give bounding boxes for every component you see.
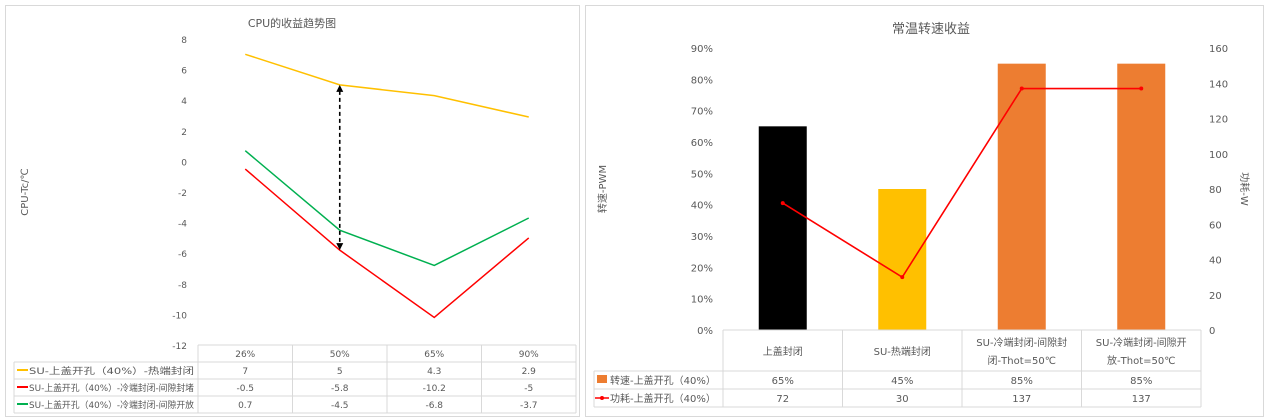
data-cell: 85%: [1011, 376, 1033, 387]
y2-axis-label: 功耗-W: [1238, 172, 1250, 206]
legend-label: SU-上盖开孔（40%）-热端封闭: [29, 365, 194, 377]
y-tick-label: 40%: [691, 201, 713, 212]
y-axis-label: 转速-PWM: [596, 165, 609, 213]
power-marker: [1019, 86, 1024, 91]
data-cell: 7: [242, 367, 248, 377]
bar: [758, 126, 807, 330]
data-cell: -5: [524, 384, 533, 394]
data-cell: 5: [337, 367, 343, 377]
x-category-label: 闭-Thot=50℃: [988, 354, 1056, 367]
arrow-head-up: [336, 84, 344, 92]
data-cell: -3.7: [520, 401, 538, 411]
data-cell: 30: [896, 394, 909, 405]
legend-label: 转速-上盖开孔（40%）: [610, 374, 716, 387]
series-line-2: [244, 150, 530, 267]
data-cell: 72: [776, 394, 789, 405]
y-tick-label: 6: [181, 67, 187, 77]
power-marker: [900, 275, 905, 280]
legend-marker: [600, 396, 604, 400]
legend-label: 功耗-上盖开孔（40%）: [610, 392, 716, 405]
y-tick-label: -12: [172, 342, 187, 352]
data-cell: 2.9: [522, 367, 537, 377]
y-tick-label: 0%: [697, 326, 713, 337]
series-line-1: [244, 168, 530, 319]
y2-tick-label: 20: [1209, 291, 1222, 302]
fan-speed-chart-panel: 常温转速收益转速-PWM 功耗-W 90% 80% 70% 60% 50% 40% 30% 20%…: [585, 5, 1264, 417]
x-category-label: 50%: [330, 350, 350, 360]
cpu-trend-chart: CPU的收益趋势图 CPU-Tc/℃ 8 6 4 2 0 -2 -4 -6 -8 -10 -12 26% 5…: [13, 16, 577, 414]
y-tick-label: 50%: [691, 169, 713, 180]
data-cell: -10.2: [423, 384, 446, 394]
x-category-label: 放-Thot=50℃: [1107, 354, 1175, 367]
chart-title: 常温转速收益: [892, 22, 970, 37]
y-tick-label: 30%: [691, 232, 713, 243]
x-category-label: 上盖封闭: [763, 345, 803, 358]
data-cell: 65%: [772, 376, 794, 387]
cpu-trend-chart-panel: CPU的收益趋势图 CPU-Tc/℃ 8 6 4 2 0 -2 -4 -6 -8 -10 -12 26% 5…: [5, 5, 580, 417]
y-tick-label: 80%: [691, 75, 713, 86]
power-marker: [1139, 86, 1144, 91]
y-tick-label: -10: [172, 311, 187, 321]
y-tick-label: -4: [178, 220, 187, 230]
legend-swatch: [597, 375, 607, 383]
bar: [997, 63, 1046, 331]
y-tick-label: 0: [181, 158, 187, 168]
y2-tick-label: 140: [1209, 79, 1228, 90]
y2-tick-label: 120: [1209, 115, 1228, 126]
data-cell: 85%: [1130, 376, 1152, 387]
y-tick-label: 2: [181, 128, 187, 138]
y2-tick-label: 100: [1209, 150, 1228, 161]
y-tick-label: 20%: [691, 263, 713, 274]
y2-tick-label: 60: [1209, 220, 1222, 231]
x-category-label: 26%: [235, 350, 255, 360]
data-cell: -5.8: [331, 384, 349, 394]
x-category-label: SU-冷端封闭-间隙封: [976, 336, 1067, 349]
legend-label: SU-上盖开孔（40%）-冷端封闭-间隙封堵: [29, 382, 194, 394]
y2-tick-label: 40: [1209, 256, 1222, 267]
y-tick-label: -6: [178, 250, 187, 260]
power-line: [782, 87, 1142, 279]
data-cell: 45%: [891, 376, 913, 387]
bar: [1117, 63, 1166, 331]
data-cell: -6.8: [425, 401, 443, 411]
x-category-label: SU-冷端封闭-间隙开: [1096, 336, 1187, 349]
y-tick-label: -8: [178, 281, 187, 291]
y2-tick-label: 160: [1209, 44, 1228, 55]
data-cell: -0.5: [236, 384, 254, 394]
x-category-label: 90%: [519, 350, 539, 360]
power-marker: [780, 201, 785, 206]
y-tick-label: 10%: [691, 295, 713, 306]
series-line-0: [245, 53, 529, 118]
y-tick-label: 8: [181, 36, 187, 46]
data-cell: 137: [1012, 394, 1031, 405]
y-tick-label: 60%: [691, 138, 713, 149]
y2-tick-label: 0: [1209, 326, 1215, 337]
data-cell: 137: [1132, 394, 1151, 405]
y2-tick-label: 80: [1209, 185, 1222, 196]
bar: [878, 189, 927, 330]
legend-label: SU-上盖开孔（40%）-冷端封闭-间隙开放: [29, 399, 194, 411]
y-tick-label: 4: [181, 97, 187, 107]
chart-title: CPU的收益趋势图: [248, 16, 336, 30]
x-category-label: SU-热端封闭: [874, 345, 931, 358]
y-axis-label: CPU-Tc/℃: [20, 168, 31, 216]
arrow-head-down: [336, 243, 344, 251]
y-tick-label: 90%: [691, 44, 713, 55]
y-tick-label: -2: [178, 189, 187, 199]
y-tick-label: 70%: [691, 107, 713, 118]
data-cell: -4.5: [331, 401, 349, 411]
data-cell: 4.3: [427, 367, 441, 377]
data-cell: 0.7: [238, 401, 252, 411]
x-category-label: 65%: [424, 350, 444, 360]
